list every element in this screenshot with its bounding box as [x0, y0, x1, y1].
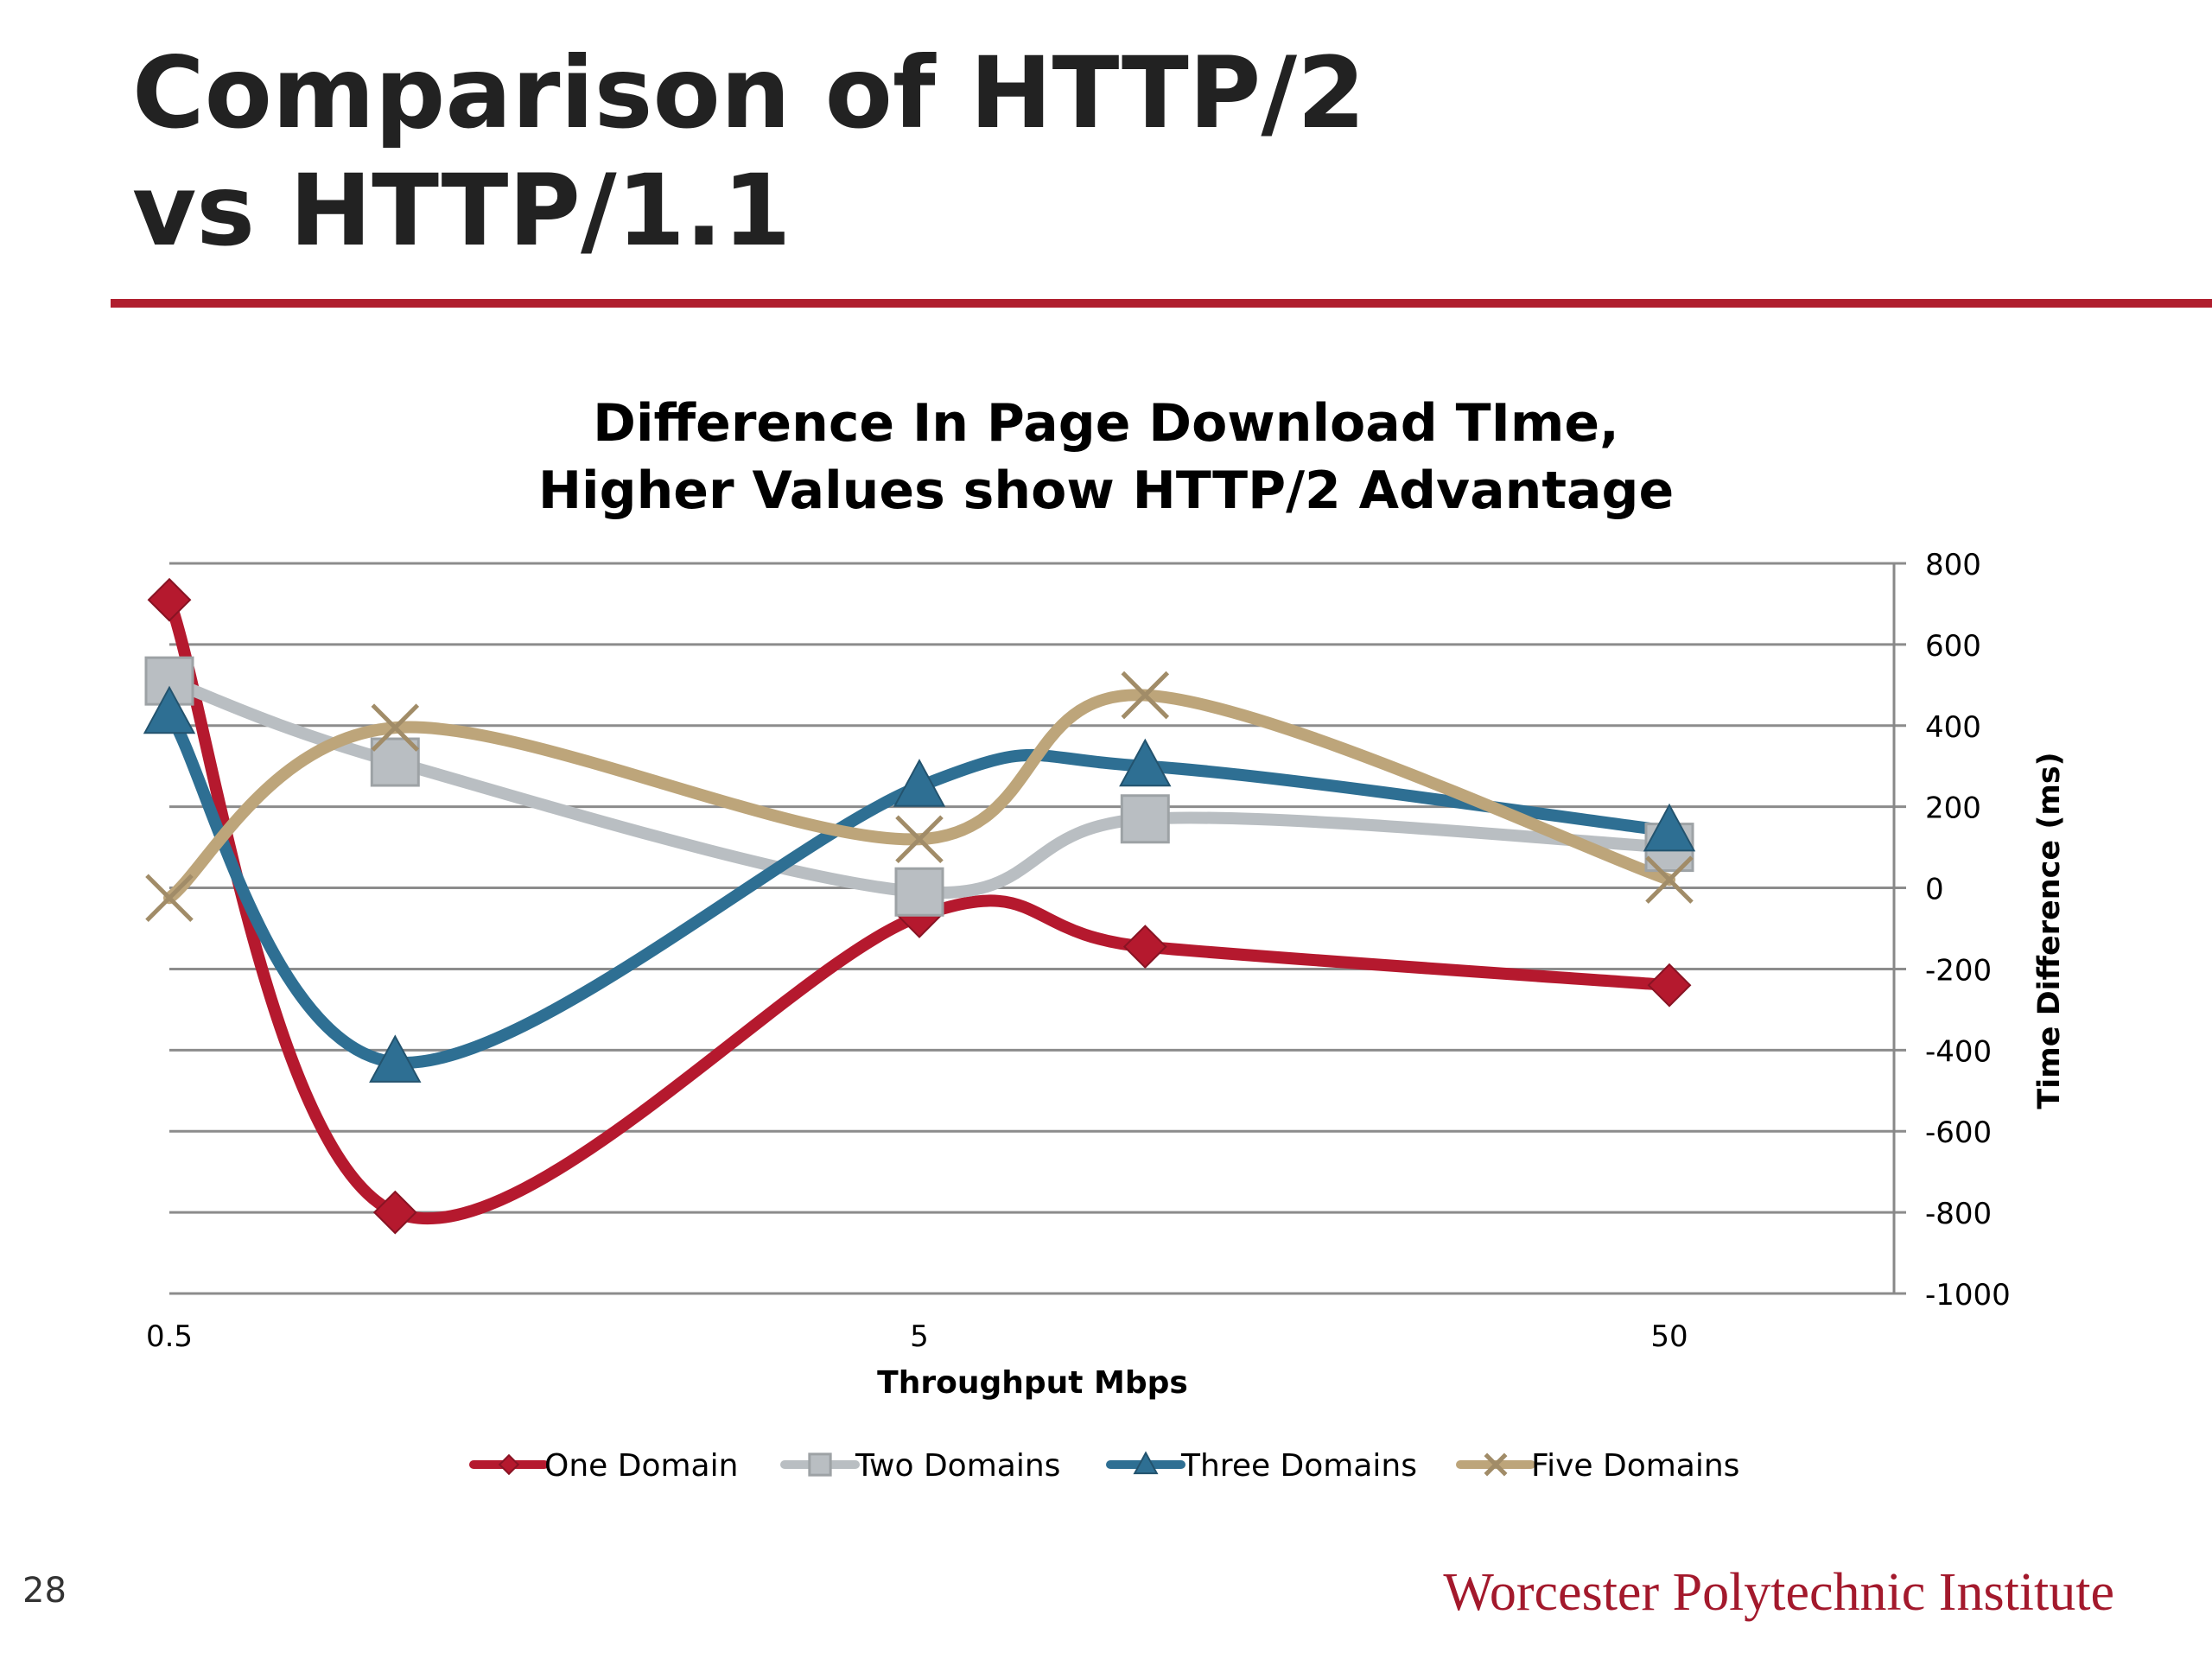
y-tick-label: -200: [1925, 953, 1992, 988]
data-point-one-domain: [1647, 963, 1692, 1007]
data-point-two-domains: [1120, 794, 1170, 844]
legend: One Domain Two Domains Three Domains Five D…: [469, 1448, 1739, 1484]
data-point-one-domain: [1122, 925, 1167, 969]
legend-marker: [808, 1452, 832, 1477]
data-point-five-domains: [1121, 671, 1170, 720]
y-tick-label: -600: [1925, 1116, 1992, 1150]
data-point-two-domains: [370, 737, 420, 787]
data-point-three-domains: [1119, 738, 1172, 787]
legend-label: Two Domains: [855, 1448, 1060, 1484]
chart-title: Difference In Page Download TIme, Higher…: [538, 393, 1674, 521]
slide-title-line-1: Comparison of HTTP/2: [132, 35, 1366, 150]
data-point-two-domains: [894, 867, 944, 917]
gridlines: [169, 562, 1906, 1295]
y-tick-label: 400: [1925, 710, 1981, 745]
chart: Difference In Page Download TIme, Higher…: [143, 393, 2067, 1484]
title-divider: [111, 299, 2212, 308]
y-axis-label: Time Difference (ms): [2032, 752, 2067, 1109]
series-line-one-domain: [163, 594, 1675, 1225]
slide-title: Comparison of HTTP/2 vs HTTP/1.1: [132, 35, 1365, 270]
y-tick-label: 200: [1925, 791, 1981, 826]
page-number: 28: [22, 1571, 67, 1611]
y-tick-label: 800: [1925, 548, 1981, 582]
legend-item-two-domains: Two Domains: [780, 1448, 1060, 1484]
x-tick-label: 0.5: [146, 1319, 193, 1354]
slide-title-line-2: vs HTTP/1.1: [132, 153, 791, 268]
legend-item-five-domains: Five Domains: [1456, 1448, 1739, 1484]
legend-label: Three Domains: [1180, 1448, 1417, 1484]
data-point-three-domains: [893, 759, 946, 807]
y-tick-label: -400: [1925, 1034, 1992, 1069]
data-point-five-domains: [371, 703, 420, 752]
chart-title-line-1: Difference In Page Download TIme,: [593, 393, 1619, 454]
data-point-five-domains: [1645, 855, 1694, 904]
legend-marker: [1133, 1451, 1159, 1475]
legend-item-one-domain: One Domain: [469, 1448, 738, 1484]
x-axis: 0.5 5 50: [146, 1319, 1688, 1354]
x-axis-label: Throughput Mbps: [877, 1365, 1188, 1401]
data-point-three-domains: [369, 1034, 422, 1083]
y-tick-label: -800: [1925, 1197, 1992, 1231]
institution-logo-text: Worcester Polytechnic Institute: [1443, 1563, 2114, 1622]
data-point-five-domains: [145, 874, 194, 923]
y-tick-label: -1000: [1925, 1278, 2011, 1313]
series-line-three-domains: [163, 707, 1675, 1069]
chart-title-line-2: Higher Values show HTTP/2 Advantage: [538, 461, 1674, 521]
legend-label: Five Domains: [1531, 1448, 1739, 1484]
y-tick-label: 600: [1925, 629, 1981, 664]
y-tick-label: 0: [1925, 873, 1944, 907]
legend-item-three-domains: Three Domains: [1106, 1448, 1417, 1484]
data-point-one-domain: [147, 577, 192, 622]
data-point-three-domains: [1643, 803, 1696, 852]
x-tick-label: 50: [1650, 1319, 1688, 1354]
legend-marker: [1484, 1452, 1508, 1477]
data-point-five-domains: [895, 815, 944, 863]
x-tick-label: 5: [910, 1319, 929, 1354]
legend-marker: [498, 1453, 520, 1476]
series-markers: [143, 577, 1696, 1235]
legend-label: One Domain: [544, 1448, 738, 1484]
y-axis: 800 600 400 200 0 -200 -400 -600 -800 -1000: [1925, 548, 2011, 1313]
data-point-one-domain: [372, 1190, 417, 1235]
data-point-three-domains: [143, 685, 196, 734]
